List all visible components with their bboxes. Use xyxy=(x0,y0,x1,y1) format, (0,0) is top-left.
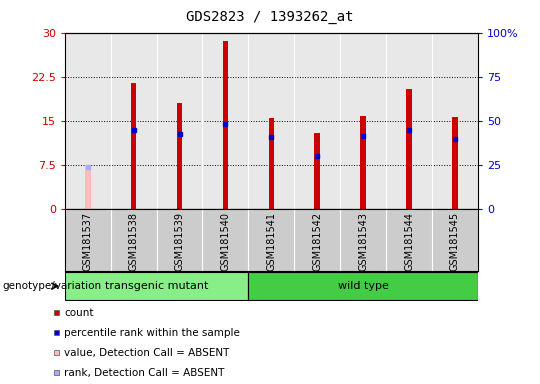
Bar xyxy=(85,165,91,209)
FancyBboxPatch shape xyxy=(65,272,248,300)
Bar xyxy=(177,103,183,209)
Text: percentile rank within the sample: percentile rank within the sample xyxy=(64,328,240,338)
Text: GSM181537: GSM181537 xyxy=(83,212,93,271)
Bar xyxy=(406,89,412,209)
Text: GSM181542: GSM181542 xyxy=(312,212,322,271)
Text: GSM181544: GSM181544 xyxy=(404,212,414,271)
Text: genotype/variation: genotype/variation xyxy=(3,281,102,291)
Text: GSM181538: GSM181538 xyxy=(129,212,139,271)
Text: value, Detection Call = ABSENT: value, Detection Call = ABSENT xyxy=(64,348,230,358)
Text: GSM181545: GSM181545 xyxy=(450,212,460,271)
Text: GSM181543: GSM181543 xyxy=(358,212,368,271)
Bar xyxy=(452,117,458,209)
Bar xyxy=(314,133,320,209)
FancyBboxPatch shape xyxy=(248,272,478,300)
Bar xyxy=(222,41,228,209)
Text: wild type: wild type xyxy=(338,281,389,291)
Text: transgenic mutant: transgenic mutant xyxy=(105,281,208,291)
Text: GSM181541: GSM181541 xyxy=(266,212,276,271)
Bar xyxy=(131,83,137,209)
Text: rank, Detection Call = ABSENT: rank, Detection Call = ABSENT xyxy=(64,368,225,378)
Bar xyxy=(360,116,366,209)
Bar xyxy=(268,118,274,209)
Text: count: count xyxy=(64,308,94,318)
Text: GDS2823 / 1393262_at: GDS2823 / 1393262_at xyxy=(186,10,354,23)
Text: GSM181540: GSM181540 xyxy=(220,212,231,271)
Text: GSM181539: GSM181539 xyxy=(174,212,185,271)
